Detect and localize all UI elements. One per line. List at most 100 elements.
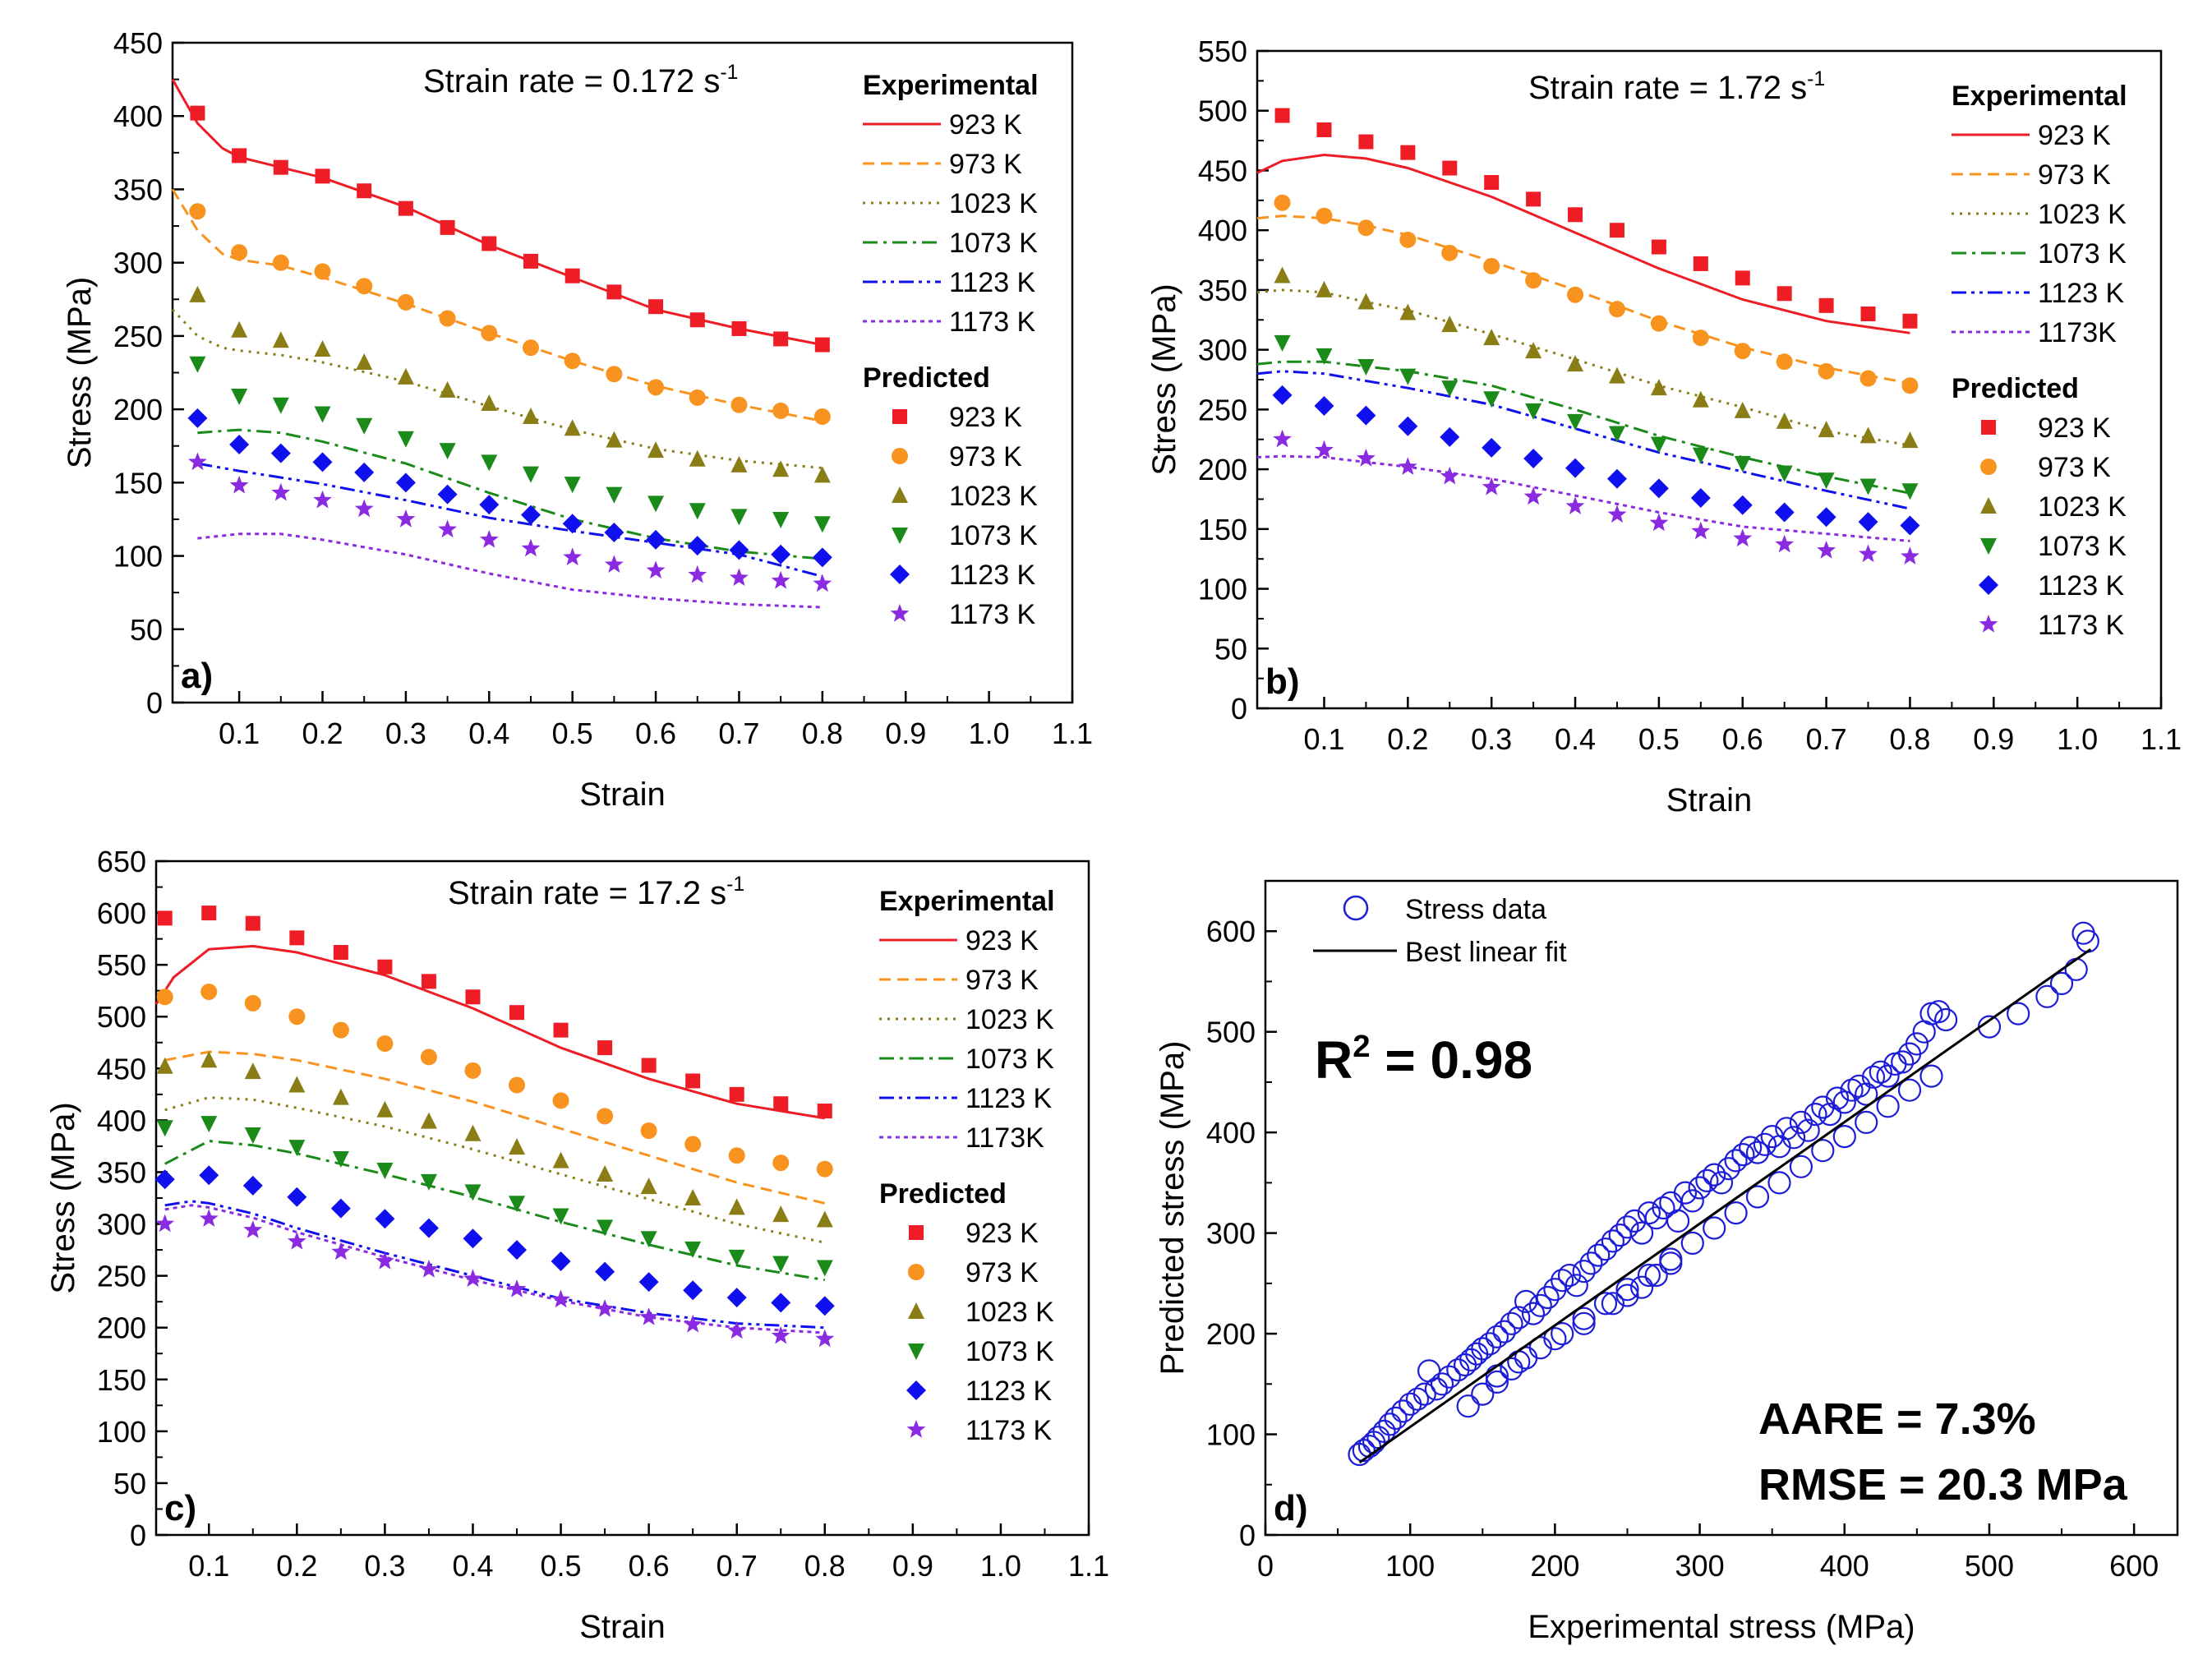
- predicted-point: [771, 1293, 791, 1313]
- predicted-point: [1316, 122, 1332, 137]
- legend-predicted-item: 973 K: [965, 1257, 1039, 1288]
- predicted-point: [728, 1249, 745, 1266]
- x-tick-label: 1.1: [1068, 1549, 1109, 1583]
- y-tick-label: 50: [1214, 632, 1247, 666]
- predicted-point: [1607, 505, 1627, 523]
- y-tick-label: 50: [113, 1467, 146, 1500]
- predicted-point: [730, 509, 748, 526]
- predicted-point: [376, 1162, 394, 1179]
- predicted-point: [1399, 368, 1417, 385]
- legend-experimental-title: Experimental: [863, 70, 1039, 101]
- predicted-point: [1565, 496, 1585, 514]
- predicted-point: [1650, 315, 1667, 332]
- r2-superscript: 2: [1353, 1029, 1370, 1064]
- predicted-point: [288, 1008, 306, 1025]
- y-tick-label: 350: [113, 173, 163, 206]
- predicted-point: [396, 509, 416, 528]
- predicted-point: [1398, 416, 1418, 436]
- predicted-point: [314, 263, 331, 280]
- predicted-point: [1442, 160, 1458, 176]
- y-tick-label: 150: [97, 1363, 146, 1397]
- x-tick-label: 0.1: [1303, 722, 1344, 756]
- predicted-point: [1901, 431, 1919, 449]
- predicted-point: [1523, 449, 1544, 468]
- stress-data-point: [1876, 1064, 1900, 1088]
- x-tick-label: 0.6: [635, 717, 676, 750]
- predicted-point: [464, 1062, 482, 1079]
- stress-data-point: [1543, 1327, 1567, 1351]
- predicted-point: [771, 544, 791, 565]
- y-tick-label: 400: [1206, 1116, 1256, 1150]
- legend-marker-swatch: [908, 1264, 924, 1280]
- y-axis-label: Stress (MPa): [1146, 283, 1182, 475]
- predicted-point: [1776, 465, 1793, 482]
- predicted-point: [156, 1057, 173, 1074]
- predicted-point: [772, 511, 790, 528]
- y-tick-label: 50: [130, 613, 163, 647]
- y-tick-label: 200: [97, 1311, 146, 1345]
- predicted-point: [816, 1160, 833, 1178]
- stress-data-point: [1500, 1357, 1523, 1381]
- y-tick-label: 0: [1231, 692, 1247, 726]
- predicted-point: [640, 1231, 657, 1248]
- legend-marker-swatch: [1979, 575, 1998, 595]
- y-tick-label: 400: [1198, 214, 1247, 247]
- predicted-point: [155, 1214, 175, 1233]
- stress-data-point: [2035, 984, 2059, 1008]
- experimental-curve: [197, 532, 823, 609]
- stress-data-point: [1832, 1090, 1856, 1114]
- y-tick-label: 200: [113, 393, 163, 426]
- predicted-point: [1691, 521, 1711, 540]
- predicted-point: [1693, 256, 1708, 271]
- y-tick-label: 600: [1206, 915, 1256, 948]
- predicted-point: [639, 1307, 658, 1325]
- predicted-point: [1692, 447, 1709, 464]
- predicted-point: [1357, 219, 1375, 237]
- predicted-point: [354, 499, 374, 518]
- experimental-curve: [164, 1096, 826, 1244]
- predicted-point: [242, 1175, 263, 1196]
- legend-marker-swatch: [1980, 538, 1997, 555]
- legend-experimental-item: 1073 K: [965, 1044, 1054, 1075]
- predicted-point: [188, 452, 207, 471]
- predicted-point: [1650, 379, 1667, 396]
- predicted-point: [597, 1040, 613, 1056]
- y-tick-label: 550: [1198, 35, 1247, 68]
- y-tick-label: 100: [97, 1415, 146, 1449]
- predicted-point: [439, 310, 456, 327]
- x-tick-label: 0.2: [302, 717, 343, 750]
- predicted-point: [1608, 366, 1625, 384]
- stress-data-point: [1521, 1302, 1546, 1325]
- y-tick-label: 400: [113, 99, 163, 133]
- legend-predicted-item: 973 K: [2038, 452, 2111, 483]
- x-tick-label: 500: [1965, 1549, 2014, 1583]
- predicted-point: [1648, 478, 1669, 499]
- predicted-point: [1651, 239, 1666, 255]
- stress-data-point: [1572, 1311, 1596, 1335]
- x-tick-label: 0.6: [1722, 722, 1763, 756]
- predicted-point: [1356, 405, 1376, 426]
- predicted-point: [684, 1189, 702, 1205]
- predicted-point: [552, 1151, 569, 1168]
- predicted-point: [313, 490, 332, 509]
- predicted-point: [1525, 272, 1542, 289]
- predicted-point: [1358, 134, 1374, 150]
- predicted-point: [564, 477, 581, 494]
- predicted-point: [272, 397, 289, 414]
- stress-data-point: [1739, 1136, 1763, 1159]
- stress-data-point: [1680, 1231, 1704, 1256]
- predicted-point: [509, 1138, 526, 1155]
- strain-rate-note: Strain rate = 1.72 s-1: [1528, 68, 1825, 106]
- panel-b-stress-strain-chart: 0.1 0.2 0.3 0.4 0.5 0.6 0.7 0.8 0.9 1.0 1.1 0 50 100 1…: [1146, 35, 2182, 818]
- predicted-point: [189, 285, 206, 302]
- legend-marker-swatch: [890, 565, 910, 584]
- stress-data-point: [1847, 1074, 1871, 1098]
- y-tick-label: 250: [113, 320, 163, 353]
- predicted-point: [689, 449, 706, 467]
- predicted-point: [507, 1279, 527, 1297]
- legend-predicted-item: 1023 K: [2038, 491, 2127, 523]
- predicted-point: [1316, 280, 1333, 297]
- predicted-point: [420, 1112, 437, 1129]
- predicted-point: [1316, 207, 1333, 224]
- predicted-point: [1776, 412, 1793, 429]
